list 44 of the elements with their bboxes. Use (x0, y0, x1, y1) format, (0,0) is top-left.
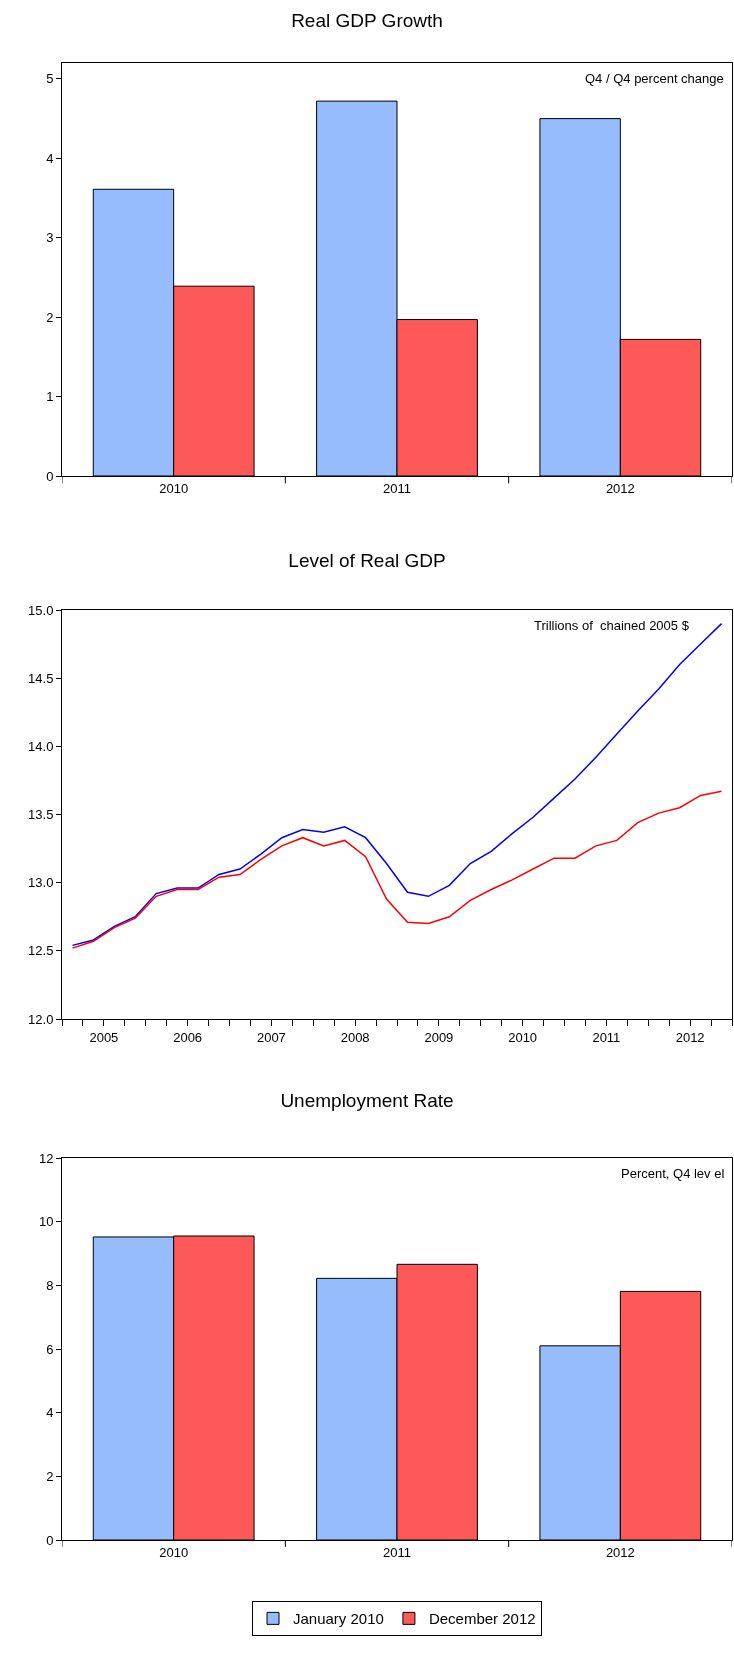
y-tick-label: 0 (46, 1532, 54, 1548)
y-tick-label: 14.5 (28, 670, 54, 686)
x-tick-label: 2011 (592, 1029, 621, 1045)
y-tick-label: 14.0 (28, 738, 54, 754)
annotation: Percent, Q4 lev el (621, 1166, 725, 1181)
chart-title: Level of Real GDP (288, 550, 446, 572)
x-tick-label: 2012 (675, 1029, 705, 1045)
x-tick-label: 2012 (605, 480, 635, 496)
x-tick-label: 2009 (424, 1029, 454, 1045)
y-tick-label: 5 (46, 71, 54, 87)
line-series (71, 622, 723, 947)
y-tick-label: 12.5 (28, 943, 54, 959)
chart-title: Real GDP Growth (291, 10, 443, 32)
y-tick-label: 2 (46, 309, 54, 325)
y-tick-label: 12.0 (28, 1011, 54, 1027)
x-tick-label: 2011 (383, 480, 411, 496)
annotation: Q4 / Q4 percent change (585, 71, 724, 86)
y-tick-label: 10 (38, 1214, 54, 1230)
y-tick-label: 3 (46, 230, 54, 246)
y-tick-label: 4 (46, 1405, 54, 1421)
x-tick-label: 2008 (340, 1029, 370, 1045)
x-tick-label: 2010 (159, 480, 189, 496)
annotation: Trillions of chained 2005 $ (534, 618, 690, 633)
y-tick-label: 2 (46, 1468, 54, 1484)
y-tick-label: 13.5 (28, 807, 54, 823)
y-tick-label: 15.0 (28, 602, 54, 618)
legend-label: January 2010 (293, 1610, 384, 1628)
line-series (71, 790, 723, 949)
x-tick-label: 2010 (159, 1544, 189, 1560)
y-tick-label: 8 (46, 1277, 54, 1293)
y-tick-label: 13.0 (28, 875, 54, 891)
x-tick-label: 2010 (508, 1029, 538, 1045)
legend-label: December 2012 (428, 1610, 536, 1628)
x-tick-label: 2006 (173, 1029, 203, 1045)
x-tick-label: 2012 (605, 1544, 635, 1560)
x-tick-label: 2005 (89, 1029, 119, 1045)
y-tick-label: 6 (46, 1341, 54, 1357)
y-tick-label: 12 (38, 1150, 54, 1166)
x-tick-label: 2011 (383, 1544, 411, 1560)
y-tick-label: 4 (46, 150, 54, 166)
x-tick-label: 2007 (256, 1029, 286, 1045)
chart-title: Unemployment Rate (280, 1090, 454, 1112)
y-tick-label: 0 (46, 468, 54, 484)
y-tick-label: 1 (46, 389, 54, 405)
